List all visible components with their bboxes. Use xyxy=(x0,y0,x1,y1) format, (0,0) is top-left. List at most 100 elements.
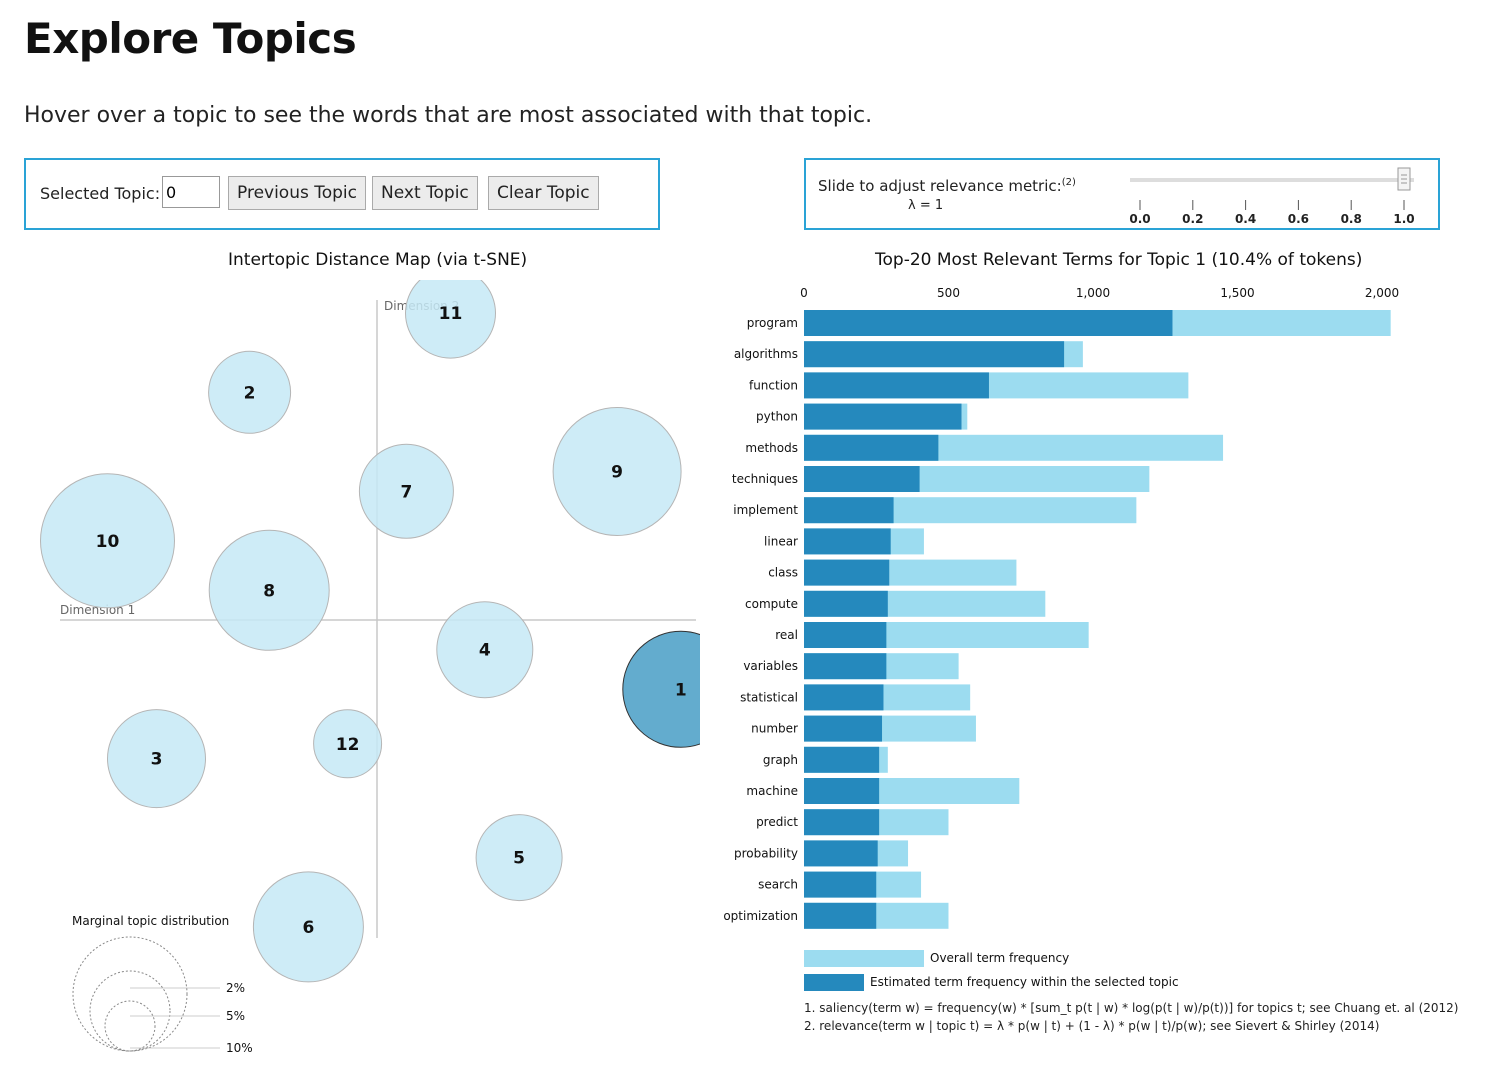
relevance-controls-panel: Slide to adjust relevance metric:(2) λ =… xyxy=(804,158,1440,230)
next-topic-button[interactable]: Next Topic xyxy=(372,176,478,210)
term-label[interactable]: function xyxy=(749,378,798,392)
legend-label: 5% xyxy=(226,1009,245,1023)
previous-topic-button[interactable]: Previous Topic xyxy=(228,176,367,210)
bar-estimated-compute[interactable] xyxy=(804,590,888,617)
bar-estimated-function[interactable] xyxy=(804,372,989,399)
term-label[interactable]: compute xyxy=(745,597,798,611)
selected-topic-input[interactable] xyxy=(162,176,220,208)
term-label[interactable]: predict xyxy=(756,815,798,829)
legend-label: 2% xyxy=(226,981,245,995)
term-label[interactable]: implement xyxy=(733,503,798,517)
bar-estimated-implement[interactable] xyxy=(804,497,894,524)
term-label[interactable]: probability xyxy=(734,846,798,860)
x-tick-label: 0 xyxy=(800,286,808,300)
topic-bubble-10[interactable] xyxy=(40,473,175,609)
footnote-saliency: 1. saliency(term w) = frequency(w) * [su… xyxy=(804,1001,1459,1015)
legend-swatch-estimated xyxy=(804,974,864,991)
bar-estimated-class[interactable] xyxy=(804,559,890,586)
slider-tick-label: 1.0 xyxy=(1393,212,1414,226)
page-subtitle: Hover over a topic to see the words that… xyxy=(24,103,873,128)
slider-track[interactable] xyxy=(1130,178,1414,182)
lambda-value-label: λ = 1 xyxy=(908,198,944,213)
term-label[interactable]: variables xyxy=(743,659,798,673)
bar-estimated-variables[interactable] xyxy=(804,653,887,680)
topic-bubble-6[interactable] xyxy=(252,871,364,983)
topic-bubble-2[interactable] xyxy=(208,350,292,434)
bar-estimated-predict[interactable] xyxy=(804,809,880,836)
term-label[interactable]: linear xyxy=(764,534,798,548)
topic-bubble-label: 11 xyxy=(439,304,463,324)
bar-estimated-linear[interactable] xyxy=(804,528,891,555)
bar-estimated-real[interactable] xyxy=(804,622,887,648)
topic-bubble-label: 12 xyxy=(336,735,360,755)
term-label[interactable]: python xyxy=(756,410,798,424)
slider-tick-label: 0.0 xyxy=(1129,212,1150,226)
relevance-slider[interactable]: 0.0 0.2 0.4 0.6 0.8 1.0 xyxy=(1120,160,1440,228)
x-tick-label: 1,000 xyxy=(1076,286,1110,300)
relevance-label-text: Slide to adjust relevance metric: xyxy=(818,177,1062,195)
bar-estimated-statistical[interactable] xyxy=(804,684,884,711)
legend-circle xyxy=(89,970,171,1052)
footnote-relevance: 2. relevance(term w | topic t) = λ * p(w… xyxy=(804,1019,1380,1033)
bar-estimated-methods[interactable] xyxy=(804,434,939,461)
bar-estimated-graph[interactable] xyxy=(804,746,880,773)
x-tick-label: 1,500 xyxy=(1220,286,1254,300)
bar-estimated-optimization[interactable] xyxy=(804,902,877,929)
bar-estimated-machine[interactable] xyxy=(804,778,880,804)
topic-bubble-11[interactable] xyxy=(405,280,496,359)
topic-bubble-label: 7 xyxy=(400,482,412,502)
topic-bubble-4[interactable] xyxy=(436,601,534,699)
topic-bubble-label: 8 xyxy=(263,581,275,601)
legend-label: 10% xyxy=(226,1041,253,1055)
topic-bubble-9[interactable] xyxy=(552,407,682,536)
legend-swatch-overall xyxy=(804,950,924,967)
mds-panel-title: Intertopic Distance Map (via t-SNE) xyxy=(228,250,528,270)
topic-controls-panel: Selected Topic: Previous Topic Next Topi… xyxy=(24,158,660,230)
topic-bubble-label: 6 xyxy=(302,918,314,938)
bar-estimated-program[interactable] xyxy=(804,310,1173,336)
topic-bubble-7[interactable] xyxy=(358,443,454,539)
topic-bubble-label: 9 xyxy=(611,463,623,483)
topic-bubble-label: 10 xyxy=(96,532,120,552)
term-label[interactable]: optimization xyxy=(723,909,798,923)
topic-bubble-label: 3 xyxy=(151,750,163,770)
topic-bubble-12[interactable] xyxy=(313,709,383,779)
term-label[interactable]: real xyxy=(775,628,798,642)
term-label[interactable]: program xyxy=(747,316,798,330)
term-label[interactable]: number xyxy=(751,722,798,736)
bar-estimated-number[interactable] xyxy=(804,715,883,742)
clear-topic-button[interactable]: Clear Topic xyxy=(488,176,599,210)
x-tick-label: 500 xyxy=(937,286,960,300)
term-label[interactable]: machine xyxy=(746,784,798,798)
page-title: Explore Topics xyxy=(24,14,357,63)
legend-label-overall: Overall term frequency xyxy=(930,951,1069,965)
topic-bubble-3[interactable] xyxy=(107,709,206,809)
bar-estimated-algorithms[interactable] xyxy=(804,341,1065,368)
bar-estimated-techniques[interactable] xyxy=(804,466,920,492)
legend-circle xyxy=(72,936,188,1052)
slider-tick-label: 0.8 xyxy=(1341,212,1362,226)
topic-bubble-label: 4 xyxy=(479,641,491,661)
bar-estimated-python[interactable] xyxy=(804,403,962,430)
bar-estimated-probability[interactable] xyxy=(804,840,878,867)
topic-bubble-label: 1 xyxy=(675,680,687,700)
term-label[interactable]: search xyxy=(758,878,798,892)
bar-chart-title: Top-20 Most Relevant Terms for Topic 1 (… xyxy=(875,250,1363,270)
term-label[interactable]: graph xyxy=(763,753,798,767)
legend-label-estimated: Estimated term frequency within the sele… xyxy=(870,975,1179,989)
topic-bubble-5[interactable] xyxy=(475,814,563,902)
term-label[interactable]: class xyxy=(768,566,798,580)
term-label[interactable]: statistical xyxy=(740,690,798,704)
slider-tick-label: 0.6 xyxy=(1288,212,1309,226)
term-label[interactable]: techniques xyxy=(732,472,798,486)
slider-tick-label: 0.4 xyxy=(1235,212,1256,226)
term-label[interactable]: algorithms xyxy=(734,347,798,361)
legend-circle xyxy=(104,1000,156,1052)
term-label[interactable]: methods xyxy=(745,441,798,455)
marginal-distribution-title: Marginal topic distribution xyxy=(72,914,229,928)
topic-bubble-label: 2 xyxy=(244,383,256,403)
topic-bubble-8[interactable] xyxy=(208,529,330,651)
bar-estimated-search[interactable] xyxy=(804,871,877,898)
relevance-footnote-ref: (2) xyxy=(1061,177,1076,188)
topic-bubble-1[interactable] xyxy=(622,630,700,748)
